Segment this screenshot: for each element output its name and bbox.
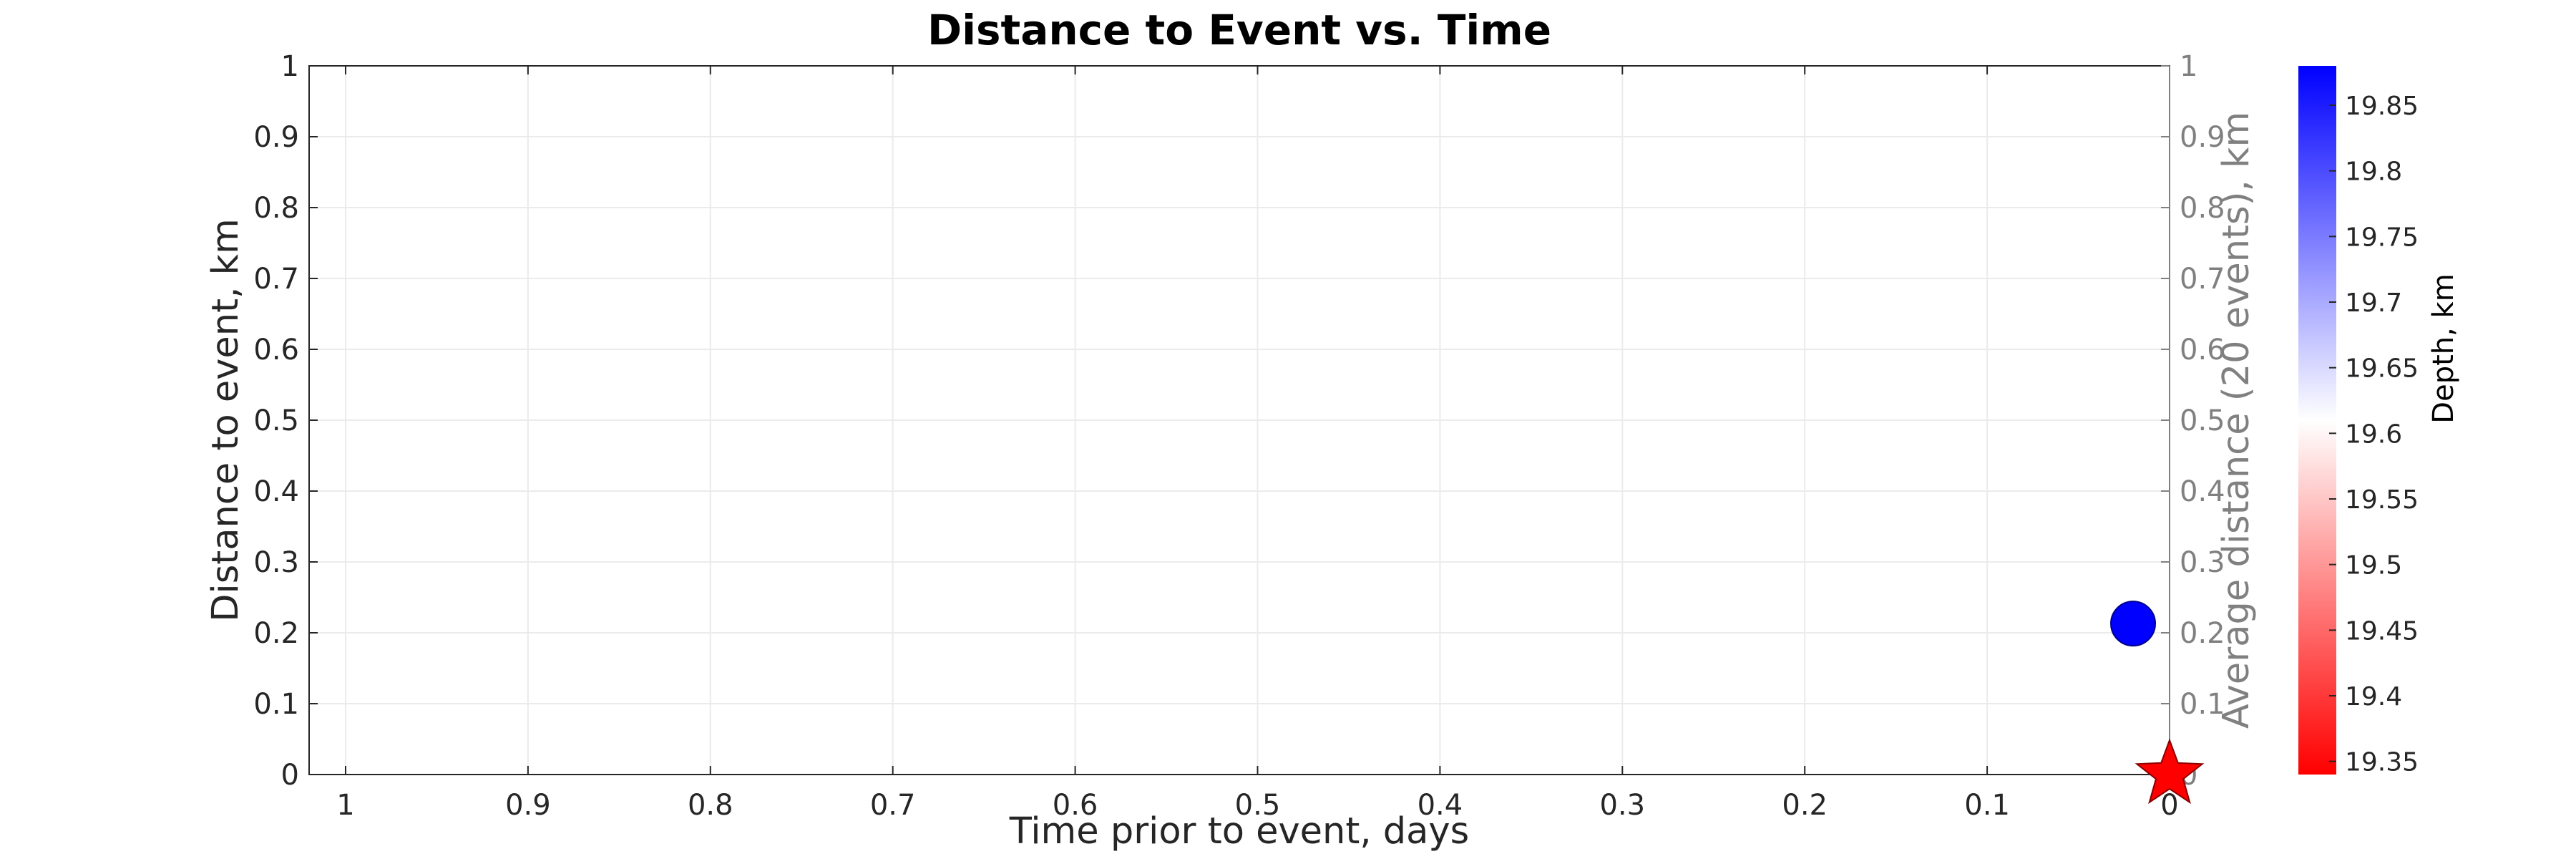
x-tick-label: 0	[2160, 789, 2178, 822]
y2-tick-label: 1	[2180, 50, 2197, 83]
colorbar-tick-label: 19.7	[2345, 288, 2402, 318]
x-tick-label: 0.7	[870, 789, 916, 822]
y2-tick-label: 0.5	[2180, 404, 2225, 437]
y-tick-label: 0.7	[253, 263, 299, 296]
y2-tick-label: 0.7	[2180, 263, 2225, 296]
colorbar-tick-label: 19.65	[2345, 354, 2419, 384]
x-tick-label: 0.6	[1053, 789, 1098, 822]
y-axis-label: Distance to event, km	[205, 218, 247, 622]
colorbar-tick-label: 19.45	[2345, 616, 2419, 646]
x-tick-label: 0.2	[1782, 789, 1828, 822]
x-tick-label: 0.4	[1418, 789, 1463, 822]
y-tick-label: 0.1	[253, 688, 299, 721]
y-tick-label: 1	[281, 50, 299, 83]
y-tick-label: 0.8	[253, 192, 299, 225]
y-tick-label: 0.3	[253, 546, 299, 579]
y2-tick-label: 0.1	[2180, 688, 2225, 721]
chart-title: Distance to Event vs. Time	[927, 6, 1551, 54]
colorbar-tick-label: 19.55	[2345, 485, 2419, 515]
y-tick-label: 0.5	[253, 404, 299, 437]
y2-tick-label: 0.9	[2180, 121, 2225, 154]
colorbar-tick-label: 19.35	[2345, 748, 2419, 777]
x-tick-label: 0.5	[1235, 789, 1281, 822]
colorbar-ticks: 19.35 19.4 19.45 19.5 19.55 19.6 19.65 19.7 19.7…	[2329, 92, 2419, 777]
y2-tick-label: 0.3	[2180, 546, 2225, 579]
colorbar-tick-label: 19.6	[2345, 419, 2402, 449]
x-tick-label: 0.3	[1599, 789, 1645, 822]
y-tick-label: 0.2	[253, 617, 299, 650]
colorbar-tick-label: 19.4	[2345, 682, 2402, 712]
right-y-axis-label: Average distance (20 events), km	[2215, 112, 2258, 729]
y2-tick-label: 0.2	[2180, 617, 2225, 650]
colorbar-tick-label: 19.75	[2345, 223, 2419, 252]
y2-tick-label: 0.4	[2180, 475, 2225, 508]
x-tick-label: 1	[336, 789, 354, 822]
event-point	[2110, 601, 2157, 647]
x-tick-label: 0.9	[505, 789, 551, 822]
y-tick-label: 0.6	[253, 334, 299, 367]
x-tick-label: 0.8	[688, 789, 733, 822]
colorbar: 19.35 19.4 19.45 19.5 19.55 19.6 19.65 19.7 19.7…	[2298, 66, 2460, 777]
colorbar-tick-label: 19.85	[2345, 92, 2419, 121]
colorbar-tick-label: 19.5	[2345, 551, 2402, 581]
mainshock-star	[2135, 738, 2205, 805]
data-marks	[2110, 601, 2205, 805]
colorbar-tick-label: 19.8	[2345, 157, 2402, 187]
y-tick-label: 0	[281, 759, 299, 792]
axis-ticks: 10.90.80.70.60.50.40.30.20.10000.10.10.2…	[253, 50, 2225, 822]
x-tick-label: 0.1	[1964, 789, 2010, 822]
y2-tick-label: 0.6	[2180, 334, 2225, 367]
grid-lines	[309, 66, 2170, 775]
colorbar-label: Depth, km	[2427, 273, 2460, 423]
y2-tick-label: 0.8	[2180, 192, 2225, 225]
y-tick-label: 0.9	[253, 121, 299, 154]
colorbar-gradient	[2298, 66, 2336, 775]
x-axis-label: Time prior to event, days	[1009, 810, 1469, 853]
y-tick-label: 0.4	[253, 475, 299, 508]
